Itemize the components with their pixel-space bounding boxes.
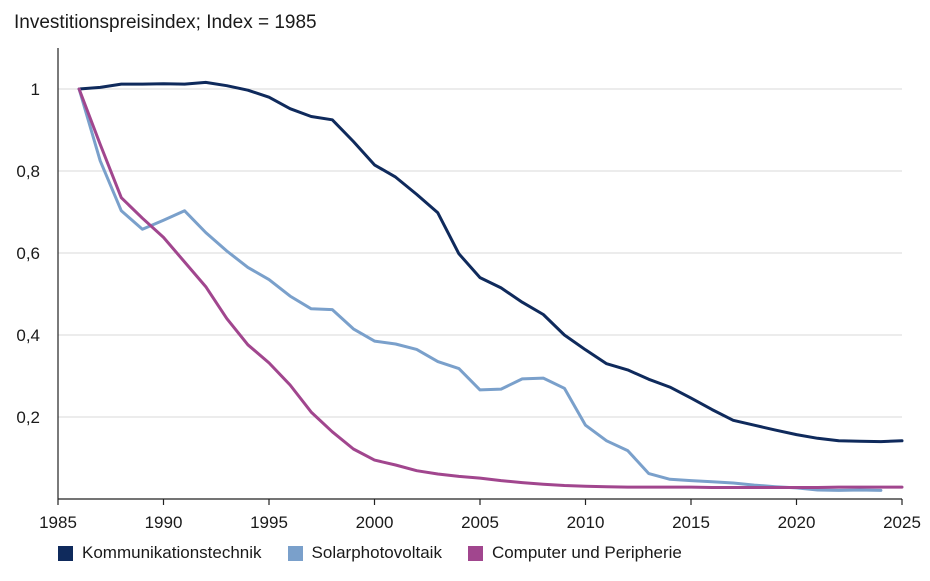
tick-labels: 0,2 0,4 0,6 0,8 1 1985 1990 1995 2000 2005 2010 201… <box>16 80 921 532</box>
series-line-2 <box>77 87 883 492</box>
y-tick-label: 0,2 <box>16 408 40 427</box>
legend-swatch <box>467 545 483 561</box>
x-tick-label: 2005 <box>461 513 499 532</box>
chart-title: Investitionspreisindex; Index = 1985 <box>14 12 317 33</box>
legend-item-kommunikationstechnik: Kommunikationstechnik <box>58 543 262 563</box>
x-tick-label: 2025 <box>883 513 921 532</box>
legend-label: Kommunikationstechnik <box>82 543 262 562</box>
gridlines <box>58 88 902 418</box>
x-tick-label: 2010 <box>567 513 605 532</box>
legend-label: Computer und Peripherie <box>491 543 682 562</box>
legend: Kommunikationstechnik Solarphotovoltaik … <box>58 543 682 563</box>
x-tick-label: 2020 <box>778 513 816 532</box>
legend-swatch <box>58 545 73 561</box>
y-tick-label: 0,8 <box>16 162 40 181</box>
y-tick-label: 0,6 <box>16 244 40 263</box>
x-tick-label: 2015 <box>672 513 710 532</box>
x-tick-label: 1995 <box>250 513 288 532</box>
x-tick-label: 2000 <box>356 513 394 532</box>
legend-item-computer-und-peripherie: Computer und Peripherie <box>467 543 682 563</box>
legend-swatch <box>287 545 303 561</box>
series-line-3 <box>77 87 904 489</box>
series-lines <box>77 80 904 492</box>
axes <box>57 48 903 505</box>
legend-item-solarphotovoltaik: Solarphotovoltaik <box>287 543 442 563</box>
legend-label: Solarphotovoltaik <box>311 543 442 562</box>
x-tick-label: 1985 <box>39 513 77 532</box>
y-tick-label: 1 <box>31 80 40 99</box>
x-tick-label: 1990 <box>145 513 183 532</box>
y-tick-label: 0,4 <box>16 326 40 345</box>
series-line-1 <box>77 80 904 444</box>
